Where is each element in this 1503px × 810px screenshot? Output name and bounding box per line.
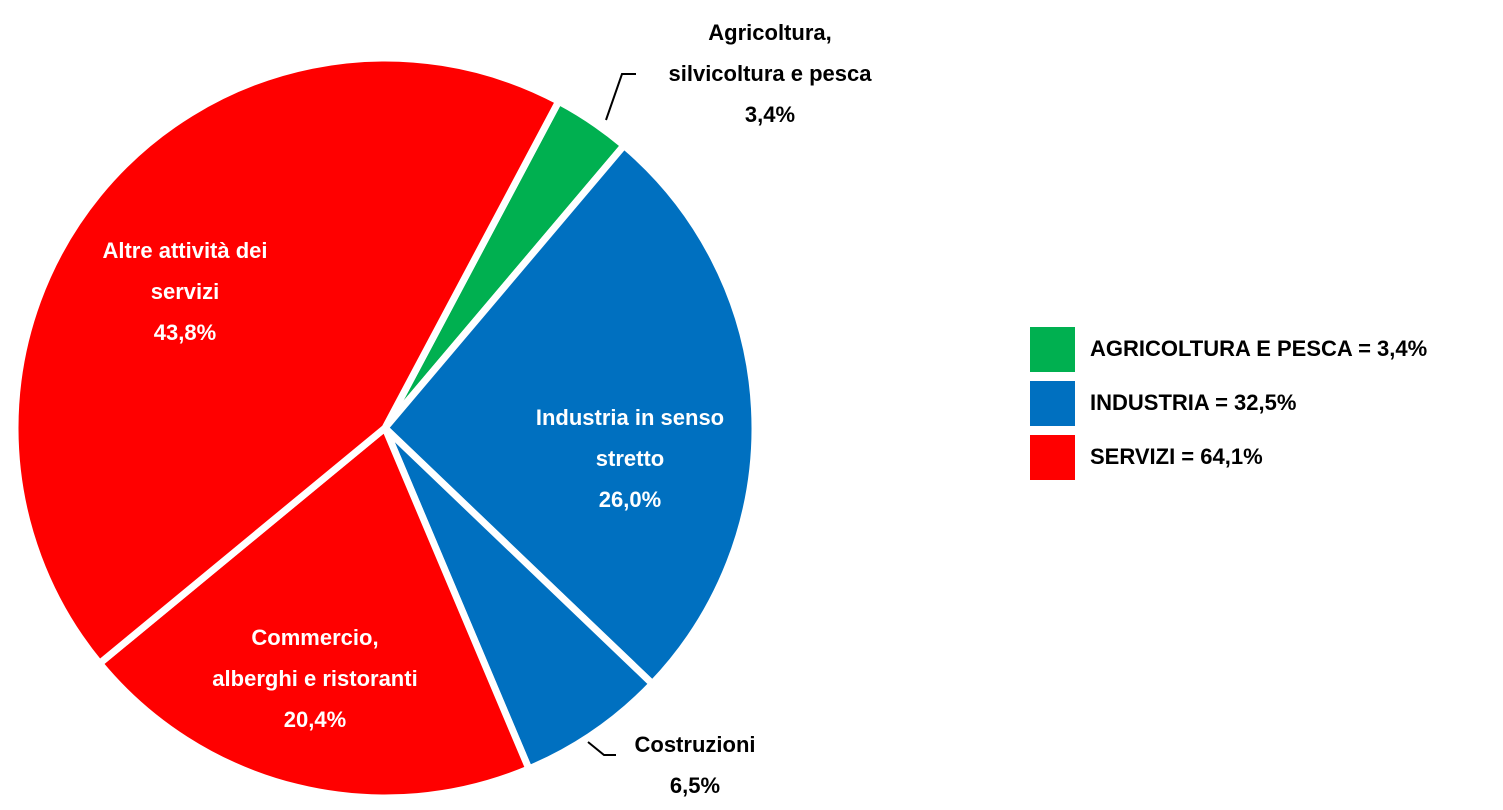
legend-label: INDUSTRIA = 32,5% [1090, 390, 1296, 415]
legend-label: SERVIZI = 64,1% [1090, 444, 1263, 469]
slice-value-label: 6,5% [670, 773, 720, 798]
pie-slice [11, 54, 563, 667]
legend-swatch [1030, 327, 1075, 372]
slice-label-line: Costruzioni [635, 732, 756, 757]
slice-label: Costruzioni 6,5% [635, 732, 756, 798]
pie-slice [96, 424, 533, 802]
slice-value-label: 43,8% [154, 320, 216, 345]
slice-label: Industria in senso stretto 26,0% [536, 405, 724, 512]
slice-label-line: Altre attività dei [102, 238, 267, 263]
slice-label: Commercio, alberghi e ristoranti 20,4% [212, 625, 417, 732]
slice-label-line: Agricoltura, [708, 20, 831, 45]
pie-slice [381, 142, 759, 688]
legend-swatch [1030, 381, 1075, 426]
slice-label-line: alberghi e ristoranti [212, 666, 417, 691]
slice-value-label: 26,0% [599, 487, 661, 512]
legend-label: AGRICOLTURA E PESCA = 3,4% [1090, 336, 1427, 361]
slice-label-line: Commercio, [251, 625, 378, 650]
legend-swatch [1030, 435, 1075, 480]
slice-label-line: stretto [596, 446, 664, 471]
slice-value-label: 3,4% [745, 102, 795, 127]
pie-slice [381, 424, 656, 773]
slice-value-label: 20,4% [284, 707, 346, 732]
slice-label-line: silvicoltura e pesca [669, 61, 873, 86]
slice-label: Agricoltura, silvicoltura e pesca 3,4% [669, 20, 873, 127]
slice-label-line: Industria in senso [536, 405, 724, 430]
leader-line [605, 73, 636, 121]
slice-label-line: servizi [151, 279, 220, 304]
slice-label: Altre attività dei servizi 43,8% [102, 238, 267, 345]
leader-line [587, 741, 616, 756]
